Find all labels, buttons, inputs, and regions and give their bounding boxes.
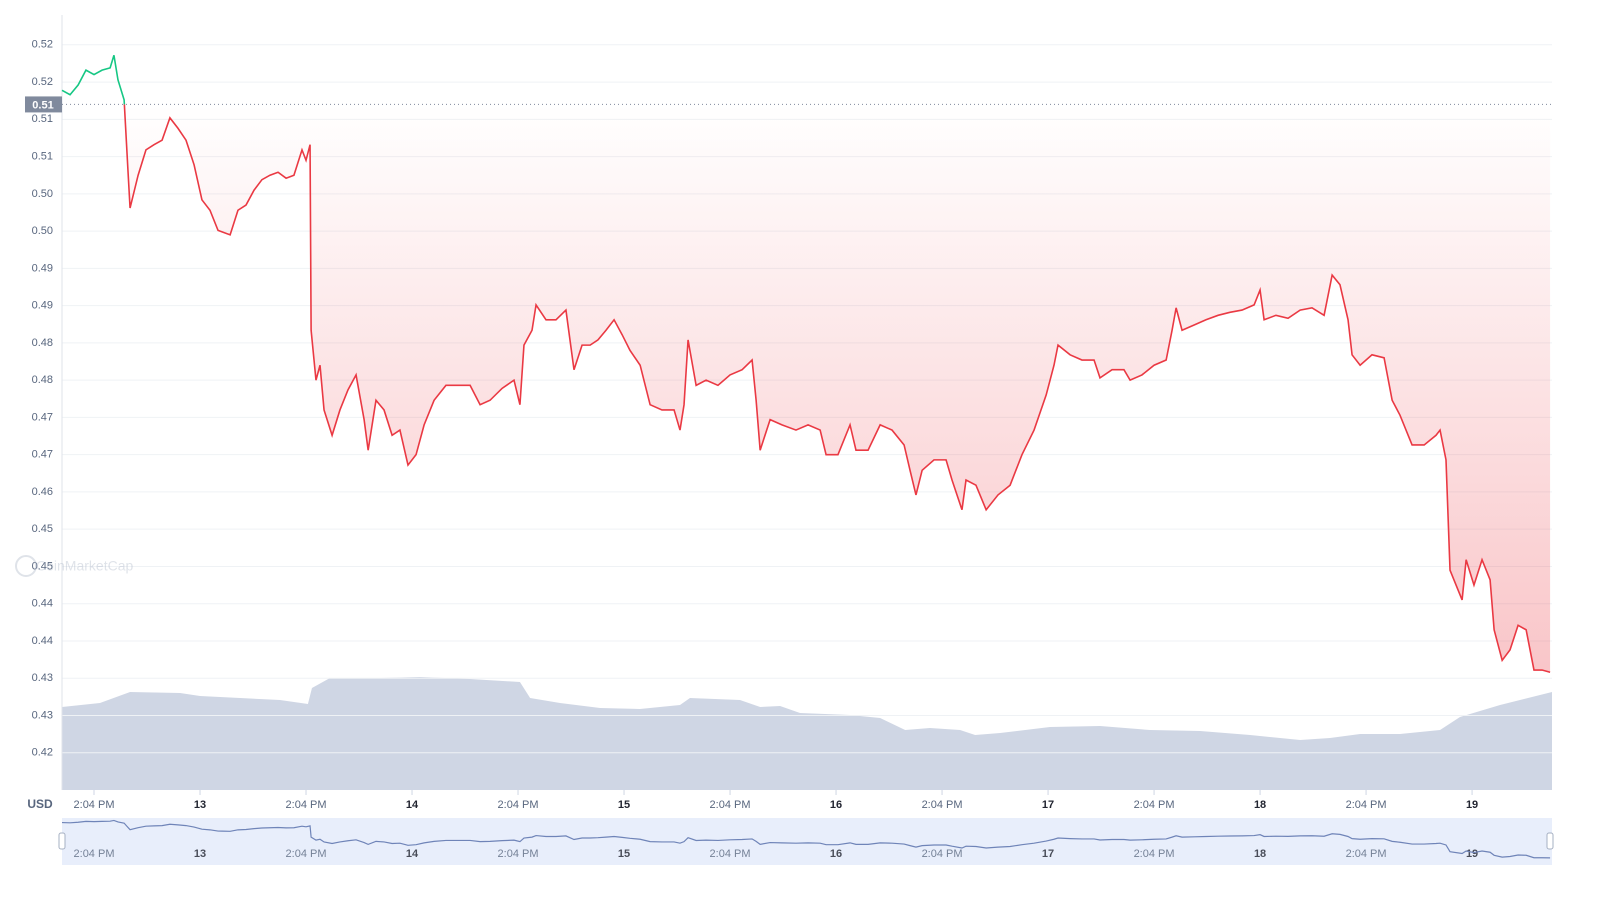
price-line-down: [123, 104, 1551, 674]
navigator-tick-label: 2:04 PM: [1134, 848, 1175, 860]
y-tick-label: 0.46: [32, 486, 53, 498]
y-tick-label: 0.52: [32, 39, 53, 51]
x-tick-label: 16: [830, 799, 842, 811]
x-tick-label: 2:04 PM: [1346, 799, 1387, 811]
y-tick-label: 0.47: [32, 449, 53, 461]
y-tick-label: 0.49: [32, 300, 53, 312]
x-tick-label: 17: [1042, 799, 1054, 811]
x-tick-label: 2:04 PM: [498, 799, 539, 811]
current-price-tag: 0.51: [25, 96, 62, 113]
navigator-tick-label: 15: [618, 848, 630, 860]
y-tick-label: 0.51: [32, 113, 53, 125]
x-tick-label: 18: [1254, 799, 1266, 811]
y-tick-label: 0.49: [32, 262, 53, 274]
y-tick-label: 0.42: [32, 747, 53, 759]
y-tick-label: 0.48: [32, 337, 53, 349]
navigator-tick-label: 13: [194, 848, 206, 860]
navigator-line: [61, 819, 1551, 859]
y-tick-label: 0.48: [32, 374, 53, 386]
watermark: CoinMarketCap: [15, 555, 133, 577]
navigator-tick-label: 14: [406, 848, 419, 860]
x-tick-label: 2:04 PM: [74, 799, 115, 811]
y-tick-label: 0.43: [32, 672, 53, 684]
y-tick-label: 0.45: [32, 560, 53, 572]
y-tick-label: 0.45: [32, 523, 53, 535]
navigator-tick-label: 16: [830, 848, 842, 860]
currency-label: USD: [27, 797, 53, 811]
navigator-handle[interactable]: [58, 832, 66, 850]
current-price-tag-label: 0.51: [32, 99, 53, 111]
current-price-tag-box: [25, 96, 62, 113]
navigator-tick-label: 2:04 PM: [922, 848, 963, 860]
x-tick-label: 13: [194, 799, 206, 811]
y-tick-label: 0.51: [32, 150, 53, 162]
y-tick-label: 0.43: [32, 709, 53, 721]
navigator-tick-label: 19: [1466, 848, 1478, 860]
navigator-tick-label: 2:04 PM: [74, 848, 115, 860]
y-tick-label: 0.52: [32, 76, 53, 88]
x-tick-label: 2:04 PM: [710, 799, 751, 811]
navigator-tick-label: 2:04 PM: [1346, 848, 1387, 860]
price-area: [124, 104, 1551, 673]
navigator-tick-label: 17: [1042, 848, 1054, 860]
y-tick-label: 0.44: [32, 598, 53, 610]
watermark-text: CoinMarketCap: [36, 558, 133, 574]
navigator-handle[interactable]: [1546, 832, 1554, 850]
y-tick-label: 0.50: [32, 188, 53, 200]
x-tick-label: 2:04 PM: [1134, 799, 1175, 811]
y-tick-label: 0.50: [32, 225, 53, 237]
y-tick-label: 0.44: [32, 635, 53, 647]
navigator-tick-label: 2:04 PM: [286, 848, 327, 860]
y-tick-label: 0.47: [32, 411, 53, 423]
volume-area: [62, 677, 1552, 790]
x-tick-label: 15: [618, 799, 630, 811]
navigator-tick-label: 2:04 PM: [498, 848, 539, 860]
x-tick-label: 14: [406, 799, 419, 811]
x-tick-label: 2:04 PM: [922, 799, 963, 811]
x-tick-label: 2:04 PM: [286, 799, 327, 811]
navigator-tick-label: 18: [1254, 848, 1266, 860]
x-tick-label: 19: [1466, 799, 1478, 811]
navigator-tick-label: 2:04 PM: [710, 848, 751, 860]
